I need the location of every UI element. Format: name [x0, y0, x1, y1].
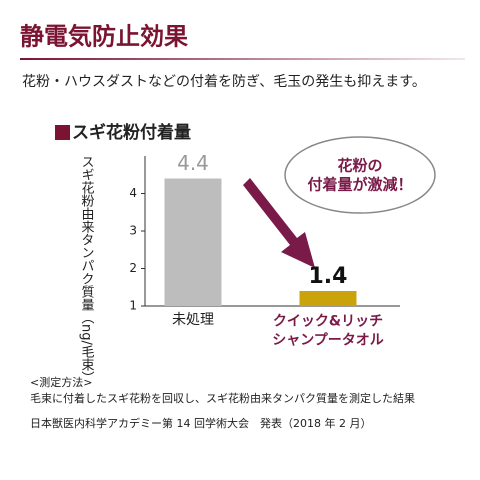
- x-tick-label: 未処理: [172, 312, 214, 328]
- page-title: 静電気防止効果: [20, 22, 188, 51]
- y-tick-label: 4: [129, 186, 137, 200]
- note: <測定方法>: [30, 375, 92, 389]
- chart-title-marker: [55, 125, 70, 140]
- chart-title: スギ花粉付着量: [72, 122, 191, 143]
- y-axis-label: スギ花粉由来タンパク質量（ng/毛束）: [79, 155, 95, 384]
- y-tick-label: 2: [129, 261, 137, 275]
- subtitle: 花粉・ハウスダストなどの付着を防ぎ、毛玉の発生も抑えます。: [22, 74, 426, 90]
- callout-text: 花粉の付着量が激減！: [307, 156, 412, 193]
- y-tick-label: 3: [129, 224, 137, 238]
- bar: [299, 291, 357, 306]
- note: 毛束に付着したスギ花粉を回収し、スギ花粉由来タンパク質量を測定した結果: [30, 391, 415, 405]
- callout: [284, 136, 436, 214]
- bar: [164, 178, 222, 306]
- note: 日本獣医内科学アカデミー第 14 回学術大会 発表（2018 年 2 月）: [30, 416, 371, 430]
- value-label: 1.4: [309, 264, 348, 289]
- arrow: [243, 178, 315, 268]
- y-tick-label: 1: [129, 299, 137, 313]
- value-label: 4.4: [177, 151, 209, 175]
- title-rule: [20, 58, 465, 60]
- x-tick-label: クイック&リッチシャンプータオル: [272, 314, 384, 349]
